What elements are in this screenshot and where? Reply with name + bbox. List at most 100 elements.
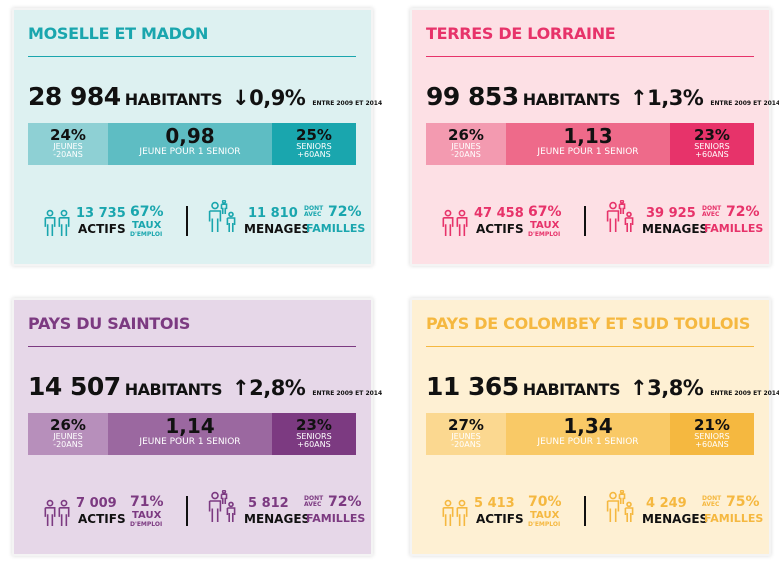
jeunes-value: 26%	[50, 416, 86, 434]
actifs-label: ACTIFS	[78, 512, 126, 526]
actifs-icon	[44, 209, 70, 236]
jeunes-value: 26%	[448, 126, 484, 144]
change-value: 1,3%	[647, 86, 704, 110]
menages-label: MENAGES	[244, 512, 311, 526]
seniors-label: SENIORS +60ANS	[296, 432, 332, 449]
ratio-segment: 1,13 JEUNE POUR 1 SENIOR	[506, 123, 670, 165]
dont-avec: DONT AVEC	[702, 205, 722, 218]
habitants-label: HABITANTS	[124, 380, 223, 399]
seniors-value: 21%	[694, 416, 730, 434]
jeunes-segment: 26% JEUNES -20ANS	[28, 413, 108, 455]
ratio-value: 1,13	[563, 124, 613, 148]
ratio-segment: 1,14 JEUNE POUR 1 SENIOR	[108, 413, 272, 455]
title-rule	[28, 56, 356, 57]
ratio-segment: 0,98 JEUNE POUR 1 SENIOR	[108, 123, 272, 165]
population-row: 28 984 HABITANTS ↓0,9% ENTRE 2009 ET 2014	[28, 82, 382, 111]
dont-avec: DONT AVEC	[702, 495, 722, 508]
card-title: MOSELLE ET MADON	[28, 24, 209, 43]
jeunes-label: JEUNES -20ANS	[53, 142, 83, 159]
menages-count: 5 812	[248, 496, 289, 511]
taux-sub: D'EMPLOI	[528, 521, 561, 528]
familles-value: 72%	[726, 204, 760, 220]
change-value: 0,9%	[249, 86, 306, 110]
ratio-value: 0,98	[165, 124, 215, 148]
jeunes-value: 24%	[50, 126, 86, 144]
seniors-segment: 25% SENIORS +60ANS	[272, 123, 356, 165]
population-row: 11 365 HABITANTS ↑3,8% ENTRE 2009 ET 2014	[426, 372, 779, 401]
seniors-segment: 23% SENIORS +60ANS	[670, 123, 754, 165]
population-row: 14 507 HABITANTS ↑2,8% ENTRE 2009 ET 2014	[28, 372, 382, 401]
population: 99 853	[426, 82, 519, 111]
ratio-label: JEUNE POUR 1 SENIOR	[537, 437, 639, 447]
population: 28 984	[28, 82, 121, 111]
menages-icon	[606, 490, 634, 522]
card-title: PAYS DU SAINTOIS	[28, 314, 191, 333]
trend-arrow: ↑	[630, 86, 648, 110]
actifs-icon	[44, 499, 70, 526]
district-card: MOSELLE ET MADON 28 984 HABITANTS ↓0,9% ENTR…	[12, 8, 382, 266]
ratio-label: JEUNE POUR 1 SENIOR	[139, 147, 241, 157]
habitants-label: HABITANTS	[522, 90, 621, 109]
taux-label: TAUX	[132, 510, 162, 521]
habitants-label: HABITANTS	[124, 90, 223, 109]
period: ENTRE 2009 ET 2014	[312, 390, 383, 397]
actifs-label: ACTIFS	[476, 222, 524, 236]
actifs-count: 47 458	[474, 206, 524, 221]
period: ENTRE 2009 ET 2014	[710, 100, 779, 107]
actifs-count: 7 009	[76, 496, 117, 511]
seniors-value: 23%	[296, 416, 332, 434]
title-rule	[426, 346, 754, 347]
menages-icon	[208, 490, 236, 522]
familles-label: FAMILLES	[306, 222, 366, 235]
period: ENTRE 2009 ET 2014	[710, 390, 779, 397]
jeunes-label: JEUNES -20ANS	[53, 432, 83, 449]
change: ↑1,3%	[630, 86, 704, 110]
ratio-label: JEUNE POUR 1 SENIOR	[139, 437, 241, 447]
seniors-label: SENIORS +60ANS	[296, 142, 332, 159]
actifs-label: ACTIFS	[476, 512, 524, 526]
menages-icon	[208, 200, 236, 232]
actifs-count: 13 735	[76, 206, 126, 221]
taux-value: 70%	[528, 494, 562, 510]
change: ↓0,9%	[232, 86, 306, 110]
actifs-icon	[442, 499, 468, 526]
district-card: PAYS DE COLOMBEY ET SUD TOULOIS 11 365 HAB…	[410, 298, 779, 556]
menages-count: 39 925	[646, 206, 696, 221]
seniors-segment: 23% SENIORS +60ANS	[272, 413, 356, 455]
ratio-segment: 1,34 JEUNE POUR 1 SENIOR	[506, 413, 670, 455]
menages-count: 4 249	[646, 496, 687, 511]
dont-avec: DONT AVEC	[304, 495, 324, 508]
jeunes-segment: 24% JEUNES -20ANS	[28, 123, 108, 165]
divider	[186, 206, 188, 236]
change-value: 3,8%	[647, 376, 704, 400]
ratio-value: 1,14	[165, 414, 215, 438]
taux-sub: D'EMPLOI	[528, 231, 561, 238]
trend-arrow: ↑	[630, 376, 648, 400]
jeunes-segment: 26% JEUNES -20ANS	[426, 123, 506, 165]
actifs-icon	[442, 209, 468, 236]
title-rule	[426, 56, 754, 57]
divider	[186, 496, 188, 526]
taux-label: TAUX	[530, 220, 560, 231]
trend-arrow: ↑	[232, 376, 250, 400]
habitants-label: HABITANTS	[522, 380, 621, 399]
change: ↑2,8%	[232, 376, 306, 400]
district-card: PAYS DU SAINTOIS 14 507 HABITANTS ↑2,8% ENTR…	[12, 298, 382, 556]
jeunes-segment: 27% JEUNES -20ANS	[426, 413, 506, 455]
card-title: TERRES DE LORRAINE	[426, 24, 616, 43]
taux-sub: D'EMPLOI	[130, 231, 163, 238]
population: 14 507	[28, 372, 121, 401]
dont-avec: DONT AVEC	[304, 205, 324, 218]
jeunes-label: JEUNES -20ANS	[451, 142, 481, 159]
seniors-value: 25%	[296, 126, 332, 144]
actifs-label: ACTIFS	[78, 222, 126, 236]
familles-label: FAMILLES	[306, 512, 366, 525]
actifs-count: 5 413	[474, 496, 515, 511]
familles-value: 75%	[726, 494, 760, 510]
taux-value: 67%	[130, 204, 164, 220]
seniors-value: 23%	[694, 126, 730, 144]
population-row: 99 853 HABITANTS ↑1,3% ENTRE 2009 ET 2014	[426, 82, 779, 111]
divider	[584, 206, 586, 236]
title-rule	[28, 346, 356, 347]
